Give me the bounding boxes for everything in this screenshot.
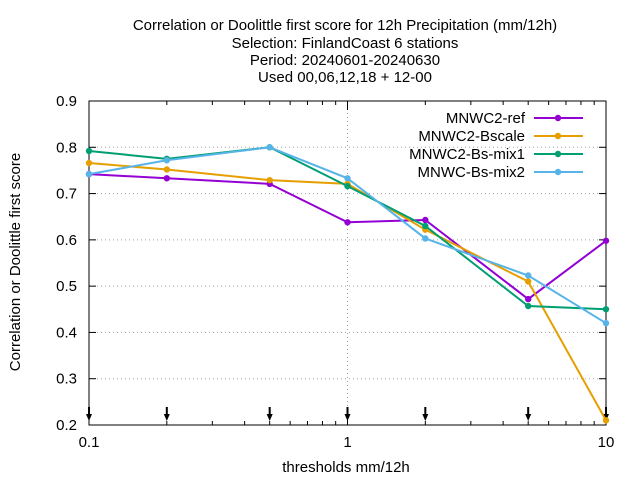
y-tick-label: 0.5 [56, 278, 77, 295]
series-1 [85, 170, 610, 303]
y-axis-label: Correlation or Doolittle first score [7, 153, 24, 371]
axes: 0.2 0.3 0.4 0.5 0.6 0.7 0.8 0.9 0.1 1 10 [56, 93, 614, 451]
series-point [422, 222, 429, 230]
series-point [163, 157, 171, 164]
series-4 [85, 144, 610, 327]
series-point [85, 159, 93, 167]
threshold-marker-head [344, 414, 351, 421]
x-tick-label: 10 [598, 434, 615, 451]
grid [89, 101, 606, 425]
legend: MNWC2-refMNWC2-BscaleMNWC2-Bs-mix1MNWC-B… [409, 110, 583, 181]
series-point [524, 278, 532, 285]
series-point [85, 147, 93, 155]
series-point [422, 216, 429, 224]
series-point [602, 319, 610, 327]
title-line-2: Selection: FinlandCoast 6 stations [232, 35, 459, 52]
legend-marker [554, 114, 562, 122]
title-line-3: Period: 20240601-20240630 [250, 52, 440, 69]
y-tick-label: 0.8 [56, 139, 77, 156]
series-point [524, 302, 532, 310]
legend-label: MNWC2-Bscale [418, 128, 525, 145]
x-tick-label: 1 [343, 434, 351, 451]
series-point [602, 417, 610, 424]
y-tick-label: 0.3 [56, 371, 77, 388]
threshold-marker-head [525, 414, 532, 421]
chart-title: Correlation or Doolittle first score for… [133, 17, 557, 86]
legend-marker [554, 168, 562, 176]
y-tick-label: 0.7 [56, 186, 77, 203]
series-point [163, 175, 171, 182]
series-point [85, 170, 93, 178]
series-point [602, 306, 610, 313]
legend-marker [554, 150, 562, 158]
series-2 [85, 159, 610, 424]
threshold-marker-head [422, 414, 429, 421]
x-axis-label: thresholds mm/12h [282, 459, 410, 476]
series-point [602, 237, 610, 244]
title-line-4: Used 00,06,12,18 + 12-00 [258, 69, 432, 86]
y-tick-label: 0.9 [56, 93, 77, 110]
series-point [344, 175, 351, 182]
threshold-marker-head [266, 414, 273, 421]
series-point [344, 219, 351, 226]
y-tick-label: 0.4 [56, 324, 77, 341]
y-tick-label: 0.6 [56, 232, 77, 249]
series-point [524, 295, 532, 303]
legend-marker [554, 132, 562, 140]
y-tick-label: 0.2 [56, 417, 77, 434]
series-point [524, 272, 532, 279]
legend-entry-4: MNWC-Bs-mix2 [418, 164, 583, 181]
legend-entry-3: MNWC2-Bs-mix1 [409, 146, 583, 163]
threshold-marker-head [163, 414, 170, 421]
series-point [344, 182, 351, 190]
x-tick-label: 0.1 [79, 434, 100, 451]
series-point [266, 144, 273, 151]
legend-label: MNWC2-ref [446, 110, 526, 127]
legend-label: MNWC2-Bs-mix1 [409, 146, 525, 163]
title-line-1: Correlation or Doolittle first score for… [133, 17, 557, 34]
legend-label: MNWC-Bs-mix2 [418, 164, 525, 181]
series-point [422, 235, 429, 242]
series-point [266, 176, 273, 184]
plot-border [88, 100, 607, 426]
series-point [163, 166, 171, 173]
legend-entry-2: MNWC2-Bscale [418, 128, 583, 145]
series-layer [85, 144, 610, 424]
legend-entry-1: MNWC2-ref [446, 110, 583, 127]
